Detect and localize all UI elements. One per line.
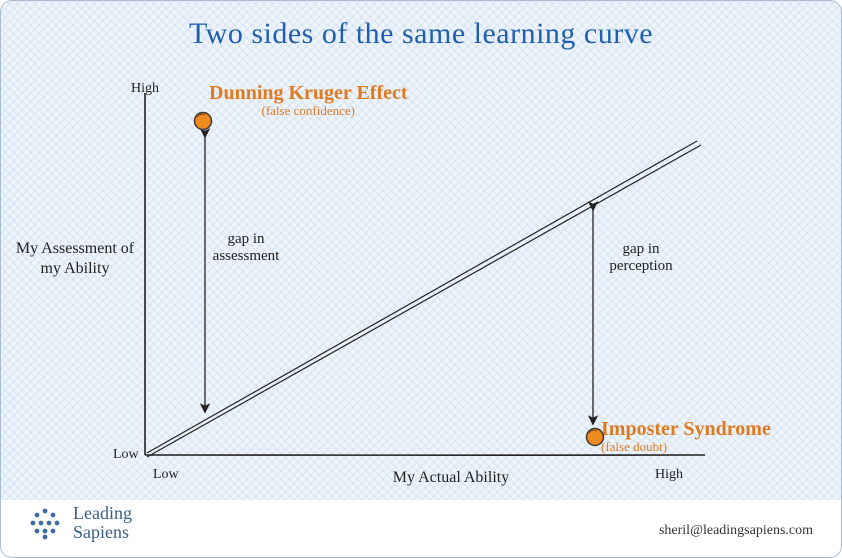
x-axis [145, 455, 705, 456]
chart-title: Two sides of the same learning curve [1, 17, 841, 51]
diagonal-line-1 [147, 141, 697, 453]
dunning-kruger-point [195, 113, 212, 130]
diagonal-line-2 [147, 145, 701, 457]
imposter-syndrome-point [587, 429, 604, 446]
logo-text: Leading Sapiens [73, 504, 132, 542]
y-axis [145, 93, 146, 455]
logo-icon [25, 503, 65, 543]
card-frame: Two sides of the same learning curve Hig… [0, 0, 842, 558]
contact-email: sheril@leadingsapiens.com [659, 523, 813, 539]
logo: Leading Sapiens [25, 503, 132, 543]
chart-svg [101, 81, 741, 481]
